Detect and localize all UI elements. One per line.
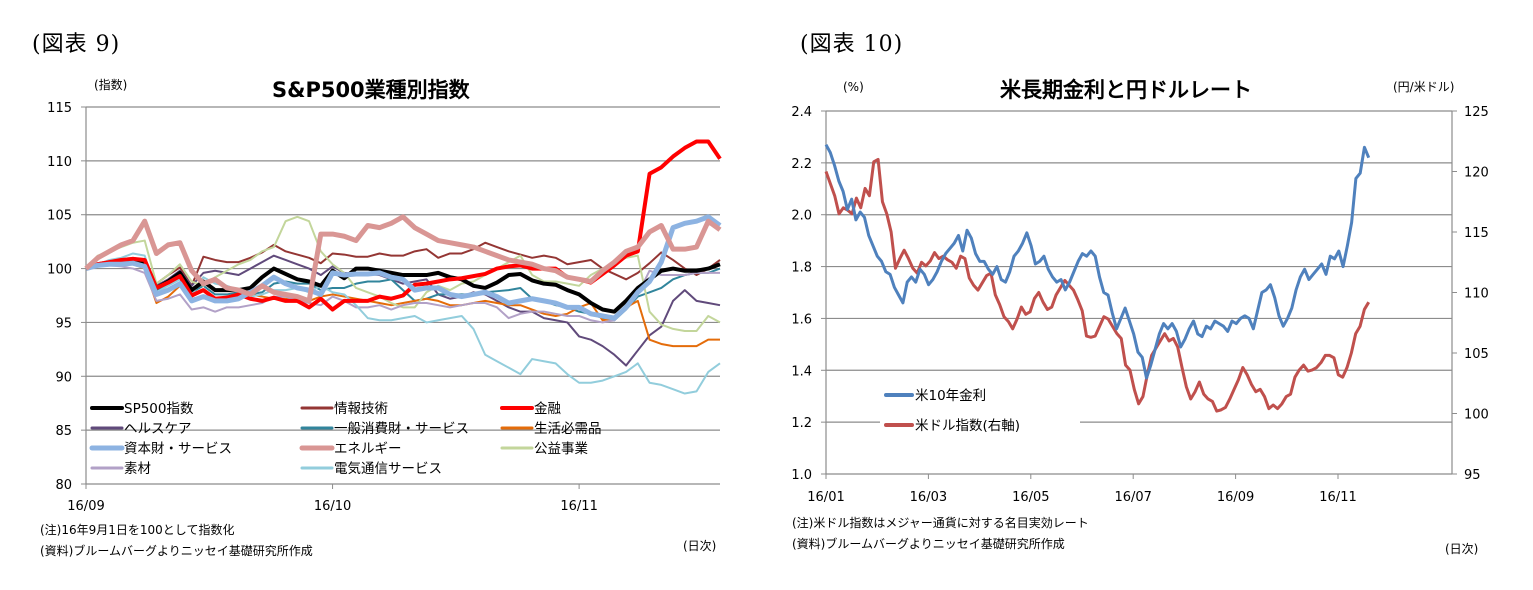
chart1-legend-label: SP500指数 bbox=[124, 401, 194, 417]
chart2-y-tick-label: 1.4 bbox=[791, 364, 812, 379]
chart1: 80 85 90 95 100 105 110 115 16/09 16/10 16/11 SP500… bbox=[47, 101, 722, 514]
chart1-legend-label: 金融 bbox=[534, 401, 562, 417]
chart2-y-tick-label: 1.8 bbox=[791, 261, 812, 276]
chart2-y2-tick-label: 115 bbox=[1464, 226, 1489, 241]
chart1-y-tick-label: 90 bbox=[55, 370, 72, 385]
chart2-y-tick-label: 1.2 bbox=[791, 416, 812, 431]
chart1-x-tick-label: 16/11 bbox=[560, 499, 597, 514]
chart1-legend-label: エネルギー bbox=[334, 441, 402, 457]
chart1-x-tick-label: 16/09 bbox=[67, 499, 104, 514]
chart1-source: (資料)ブルームバーグよりニッセイ基礎研究所作成 bbox=[40, 544, 313, 558]
chart1-legend-label: ヘルスケア bbox=[124, 421, 192, 437]
chart2-title: 米長期金利と円ドルレート bbox=[1000, 78, 1252, 102]
chart1-legend-label: 一般消費財・サービス bbox=[334, 421, 469, 437]
chart2-y2-tick-label: 100 bbox=[1464, 408, 1489, 423]
chart2-x-tick-label: 16/01 bbox=[807, 490, 844, 505]
chart1-y-tick-label: 95 bbox=[55, 316, 72, 331]
chart1-series-line-6 bbox=[85, 214, 722, 321]
chart2-y-unit: (%) bbox=[843, 80, 864, 94]
chart2-legend-label: 米10年金利 bbox=[915, 388, 986, 404]
chart1-y-unit: (指数) bbox=[94, 78, 128, 92]
chart1-series-line-0 bbox=[85, 259, 721, 314]
chart2-x-unit: (日次) bbox=[1445, 542, 1479, 556]
chart1-series-line-7 bbox=[84, 214, 722, 304]
chart2-x-tick-label: 16/07 bbox=[1114, 490, 1151, 505]
chart1-y-tick-label: 100 bbox=[47, 263, 72, 278]
chart2-y2-tick-label: 105 bbox=[1464, 347, 1489, 362]
chart2-y-tick-label: 2.4 bbox=[791, 105, 812, 120]
figure-9-label: (図表 9) bbox=[32, 32, 121, 57]
chart1-y-tick-label: 80 bbox=[55, 478, 72, 493]
chart2-y-tick-label: 1.6 bbox=[791, 312, 812, 327]
chart2-x-tick-label: 16/03 bbox=[910, 490, 947, 505]
figure-10-label: (図表 10) bbox=[800, 32, 904, 57]
chart2-legend-bg bbox=[880, 380, 1080, 440]
chart1-legend-label: 生活必需品 bbox=[534, 421, 602, 437]
chart2-y-tick-label: 2.0 bbox=[791, 209, 812, 224]
chart1-legend-label: 公益事業 bbox=[534, 441, 588, 457]
chart2-x-tick-label: 16/11 bbox=[1319, 490, 1356, 505]
chart2-series-line-0 bbox=[824, 143, 1371, 380]
chart1-legend-label: 素材 bbox=[124, 461, 151, 477]
chart1-x-unit: (日次) bbox=[683, 539, 717, 553]
chart2-y2-tick-label: 110 bbox=[1464, 287, 1489, 302]
chart1-y-tick-label: 110 bbox=[47, 155, 72, 170]
chart1-note: (注)16年9月1日を100として指数化 bbox=[40, 523, 235, 537]
chart2-x-tick-label: 16/09 bbox=[1217, 490, 1254, 505]
chart2-y-tick-label: 2.2 bbox=[791, 157, 812, 172]
chart2-series-line-1 bbox=[824, 157, 1371, 413]
chart2: 1.0 1.2 1.4 1.6 1.8 2.0 2.2 2.4 95 100 105 110 115 12… bbox=[791, 105, 1489, 505]
chart1-series-line-2 bbox=[85, 139, 722, 312]
chart2-y2-tick-label: 120 bbox=[1464, 166, 1489, 181]
chart2-y2-tick-label: 95 bbox=[1464, 468, 1481, 483]
chart2-y2-unit: (円/米ドル) bbox=[1393, 80, 1455, 94]
chart2-note: (注)米ドル指数はメジャー通貨に対する名目実効レート bbox=[792, 516, 1089, 530]
chart2-x-tick-label: 16/05 bbox=[1012, 490, 1049, 505]
chart2-y2-tick-label: 125 bbox=[1464, 105, 1489, 120]
chart2-source: (資料)ブルームバーグよりニッセイ基礎研究所作成 bbox=[792, 537, 1065, 551]
chart1-series-line-3 bbox=[85, 254, 721, 367]
chart1-y-tick-label: 85 bbox=[55, 424, 72, 439]
chart1-x-tick-label: 16/10 bbox=[314, 499, 351, 514]
chart1-legend-label: 資本財・サービス bbox=[124, 441, 232, 457]
chart1-legend-label: 電気通信サービス bbox=[334, 461, 442, 477]
chart1-y-tick-label: 115 bbox=[47, 101, 72, 116]
chart2-legend-label: 米ドル指数(右軸) bbox=[915, 418, 1020, 434]
chart1-legend-label: 情報技術 bbox=[334, 401, 388, 417]
chart1-y-tick-label: 105 bbox=[47, 209, 72, 224]
chart1-title: S&P500業種別指数 bbox=[272, 78, 470, 102]
chart2-y-tick-label: 1.0 bbox=[791, 468, 812, 483]
